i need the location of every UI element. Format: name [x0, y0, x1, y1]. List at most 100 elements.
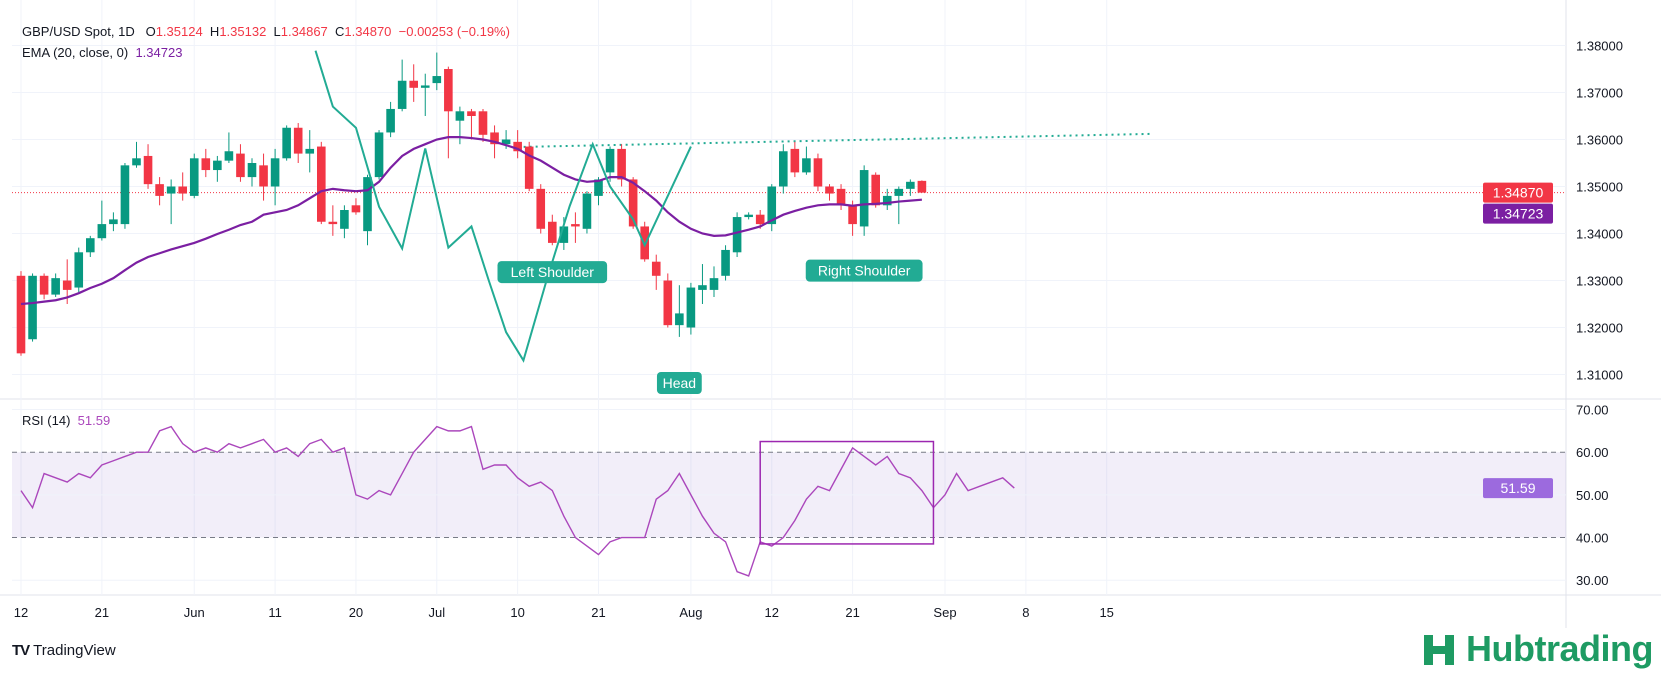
annotation-text: Right Shoulder [818, 263, 911, 279]
candle-body [606, 149, 615, 173]
time-axis-label: 12 [14, 605, 28, 620]
rsi-axis-label: 50.00 [1576, 488, 1609, 503]
rsi-value: 51.59 [78, 413, 111, 428]
time-axis-label: 8 [1022, 605, 1029, 620]
candle-body [317, 147, 326, 222]
candle-body [617, 149, 626, 180]
hubtrading-name: Hubtrading [1466, 628, 1653, 670]
candle-body [744, 215, 753, 217]
rsi-value-badge: 51.59 [1483, 478, 1553, 498]
candle-body [733, 217, 742, 252]
candle-body [860, 170, 869, 226]
candle-body [109, 219, 118, 224]
candle-body [132, 158, 141, 165]
candle-body [63, 281, 72, 290]
candle-body [17, 276, 26, 354]
candle-body [421, 85, 430, 87]
price-axis-label: 1.37000 [1576, 86, 1623, 101]
candle-body [698, 285, 707, 290]
price-axis-label: 1.38000 [1576, 39, 1623, 54]
last-price-badge-text: 1.34870 [1493, 185, 1544, 201]
candle-body [213, 161, 222, 170]
time-axis-label: 21 [845, 605, 859, 620]
candle-body [294, 128, 303, 154]
candle-body [536, 189, 545, 229]
ema-legend[interactable]: EMA (20, close, 0) 1.34723 [22, 45, 182, 60]
candle-body [467, 111, 476, 116]
candle-body [756, 215, 765, 224]
candle-body [906, 182, 915, 189]
time-axis-label: 12 [765, 605, 779, 620]
candle-body [825, 187, 834, 194]
price-axis-label: 1.33000 [1576, 274, 1623, 289]
candle-body [340, 210, 349, 229]
candle-body [721, 250, 730, 276]
candle-body [282, 128, 291, 159]
candle-body [202, 158, 211, 170]
ema-label: EMA (20, close, 0) [22, 45, 128, 60]
candle-body [479, 111, 488, 135]
candle-body [40, 276, 49, 295]
candle-body [664, 281, 673, 326]
annotation-text: Head [663, 375, 696, 391]
candle-body [548, 222, 557, 243]
ema-price-badge: 1.34723 [1483, 204, 1553, 224]
open-value: 1.35124 [156, 24, 203, 39]
ema-value: 1.34723 [135, 45, 182, 60]
rsi-axis-label: 60.00 [1576, 445, 1609, 460]
time-axis-label: Jun [184, 605, 205, 620]
time-axis-label: 20 [349, 605, 363, 620]
candle-body [675, 313, 684, 325]
annotation-text: Left Shoulder [511, 264, 595, 280]
candle-body [98, 224, 107, 238]
candle-body [802, 158, 811, 172]
candle-body [259, 165, 268, 186]
candle-body [687, 288, 696, 328]
candle-body [444, 69, 453, 111]
symbol-title[interactable]: GBP/USD Spot, 1D [22, 24, 135, 39]
candle-body [386, 109, 395, 133]
candle-body [848, 205, 857, 224]
time-axis-label: 21 [95, 605, 109, 620]
open-label: O [146, 24, 156, 39]
candle-body [398, 81, 407, 109]
candle-body [28, 276, 37, 339]
candle-body [305, 149, 314, 154]
candle-body [121, 165, 130, 224]
rsi-label: RSI (14) [22, 413, 70, 428]
time-axis-label: 15 [1099, 605, 1113, 620]
candle-body [583, 194, 592, 229]
price-axis-label: 1.32000 [1576, 321, 1623, 336]
candle-body [710, 278, 719, 290]
low-label: L [274, 24, 281, 39]
last-price-badge: 1.34870 [1483, 183, 1553, 203]
candle-body [144, 156, 153, 184]
time-axis-label: 11 [268, 605, 282, 620]
candle-body [190, 158, 199, 196]
candle-body [236, 154, 245, 178]
tradingview-name: TradingView [33, 642, 116, 659]
candle-body [571, 224, 580, 226]
time-axis-label: Jul [428, 605, 445, 620]
background [0, 0, 1661, 675]
tradingview-brand[interactable]: TV TradingView [12, 642, 116, 659]
low-value: 1.34867 [281, 24, 328, 39]
rsi-legend[interactable]: RSI (14) 51.59 [22, 413, 110, 428]
candle-body [178, 187, 187, 194]
candle-body [652, 262, 661, 276]
pattern-annotation: Head [657, 372, 702, 394]
candle-body [352, 205, 361, 212]
pattern-annotation: Left Shoulder [498, 261, 608, 283]
high-value: 1.35132 [219, 24, 266, 39]
candle-body [51, 278, 60, 294]
time-axis-label: Sep [933, 605, 956, 620]
chart-canvas: 12 21 Jun 11 20 Jul 10 21 Aug 12 21 Sep 8 151.380001.… [0, 0, 1661, 675]
candle-body [779, 151, 788, 186]
price-axis-label: 1.36000 [1576, 133, 1623, 148]
candle-body [248, 163, 257, 177]
candle-body [918, 181, 927, 193]
candle-body [271, 158, 280, 186]
time-axis-label: 21 [591, 605, 605, 620]
candle-body [433, 76, 442, 83]
tradingview-logo-icon: TV [12, 642, 29, 659]
